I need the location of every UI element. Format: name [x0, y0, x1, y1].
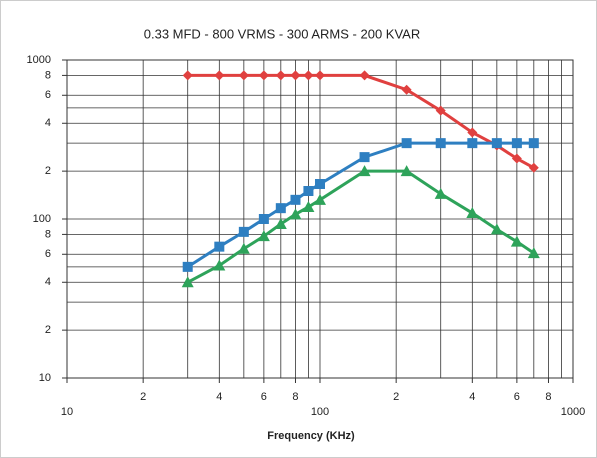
marker — [401, 138, 412, 149]
marker — [182, 70, 193, 81]
marker — [303, 186, 314, 197]
marker — [257, 230, 270, 242]
marker — [214, 70, 225, 81]
marker — [359, 152, 370, 163]
marker — [238, 70, 249, 81]
marker — [315, 70, 325, 81]
chart-title: 0.33 MFD - 800 VRMS - 300 ARMS - 200 KVA… — [144, 26, 420, 41]
marker — [275, 70, 286, 81]
y-tick-label: 6 — [45, 89, 51, 101]
x-tick-label: 4 — [469, 391, 475, 403]
marker — [467, 127, 478, 138]
marker — [359, 70, 370, 81]
marker — [358, 165, 371, 177]
marker — [213, 259, 226, 271]
x-tick-label: 1000 — [561, 406, 585, 418]
marker — [435, 138, 446, 149]
x-tick-label: 4 — [216, 391, 222, 403]
marker — [274, 218, 287, 230]
marker — [434, 187, 447, 199]
marker — [258, 70, 269, 81]
marker — [214, 241, 225, 252]
marker — [467, 138, 478, 149]
marker — [528, 162, 539, 173]
marker — [511, 153, 522, 164]
marker — [527, 247, 540, 259]
marker — [237, 242, 250, 254]
marker — [466, 207, 479, 219]
x-tick-label: 6 — [261, 391, 267, 403]
marker — [314, 193, 326, 205]
marker — [182, 261, 193, 272]
y-tick-label: 6 — [45, 248, 51, 260]
marker — [401, 84, 412, 95]
plot-border — [66, 59, 574, 379]
y-tick-label: 8 — [45, 228, 51, 240]
marker — [303, 70, 314, 81]
marker — [275, 203, 286, 214]
x-tick-label: 2 — [393, 391, 399, 403]
marker — [490, 223, 503, 235]
marker — [238, 226, 249, 237]
y-tick-label: 1000 — [27, 54, 51, 66]
x-tick-label: 8 — [545, 391, 551, 403]
marker — [302, 200, 315, 212]
marker — [511, 138, 522, 149]
x-axis-title: Frequency (KHz) — [267, 430, 355, 442]
marker — [258, 214, 269, 224]
y-tick-label: 10 — [39, 372, 51, 384]
y-tick-label: 4 — [45, 117, 51, 129]
x-tick-label: 8 — [292, 391, 298, 403]
y-tick-label: 4 — [45, 276, 51, 288]
marker — [435, 105, 446, 116]
marker — [290, 70, 301, 81]
marker — [491, 138, 502, 149]
marker — [528, 138, 539, 149]
marker — [400, 165, 413, 177]
y-tick-label: 8 — [45, 69, 51, 81]
x-tick-label: 6 — [514, 391, 520, 403]
marker — [510, 235, 523, 247]
marker — [315, 179, 325, 190]
marker — [289, 208, 302, 220]
y-tick-label: 100 — [33, 213, 51, 225]
x-tick-label: 100 — [311, 406, 329, 418]
x-tick-label: 2 — [140, 391, 146, 403]
y-tick-label: 2 — [45, 324, 51, 336]
marker — [290, 194, 301, 205]
y-tick-label: 2 — [45, 165, 51, 177]
x-tick-label: 10 — [61, 406, 73, 418]
marker — [181, 276, 194, 288]
